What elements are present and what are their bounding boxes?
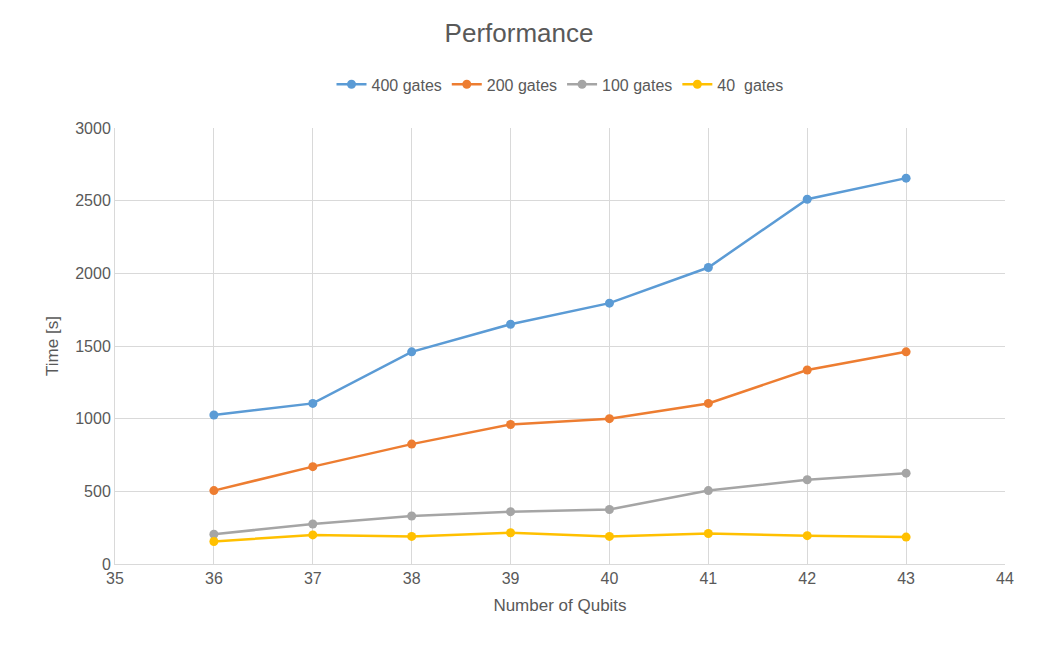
svg-text:200 gates: 200 gates <box>487 77 557 94</box>
svg-text:38: 38 <box>403 570 421 587</box>
svg-text:2500: 2500 <box>75 192 111 209</box>
svg-text:Performance: Performance <box>445 18 594 48</box>
svg-text:42: 42 <box>798 570 816 587</box>
svg-text:39: 39 <box>502 570 520 587</box>
svg-text:43: 43 <box>897 570 915 587</box>
svg-text:44: 44 <box>996 570 1014 587</box>
svg-text:Time [s]: Time [s] <box>43 316 62 376</box>
svg-text:500: 500 <box>84 483 111 500</box>
svg-text:1000: 1000 <box>75 410 111 427</box>
svg-text:2000: 2000 <box>75 265 111 282</box>
svg-text:400 gates: 400 gates <box>372 77 442 94</box>
svg-text:40 gates: 40 gates <box>717 77 783 94</box>
svg-text:41: 41 <box>699 570 717 587</box>
svg-text:100 gates: 100 gates <box>602 77 672 94</box>
svg-text:0: 0 <box>102 556 111 573</box>
svg-text:1500: 1500 <box>75 338 111 355</box>
svg-text:37: 37 <box>304 570 322 587</box>
svg-text:3000: 3000 <box>75 120 111 137</box>
svg-text:40: 40 <box>601 570 619 587</box>
svg-text:35: 35 <box>106 570 124 587</box>
svg-text:36: 36 <box>205 570 223 587</box>
svg-text:Number of Qubits: Number of Qubits <box>493 596 626 615</box>
